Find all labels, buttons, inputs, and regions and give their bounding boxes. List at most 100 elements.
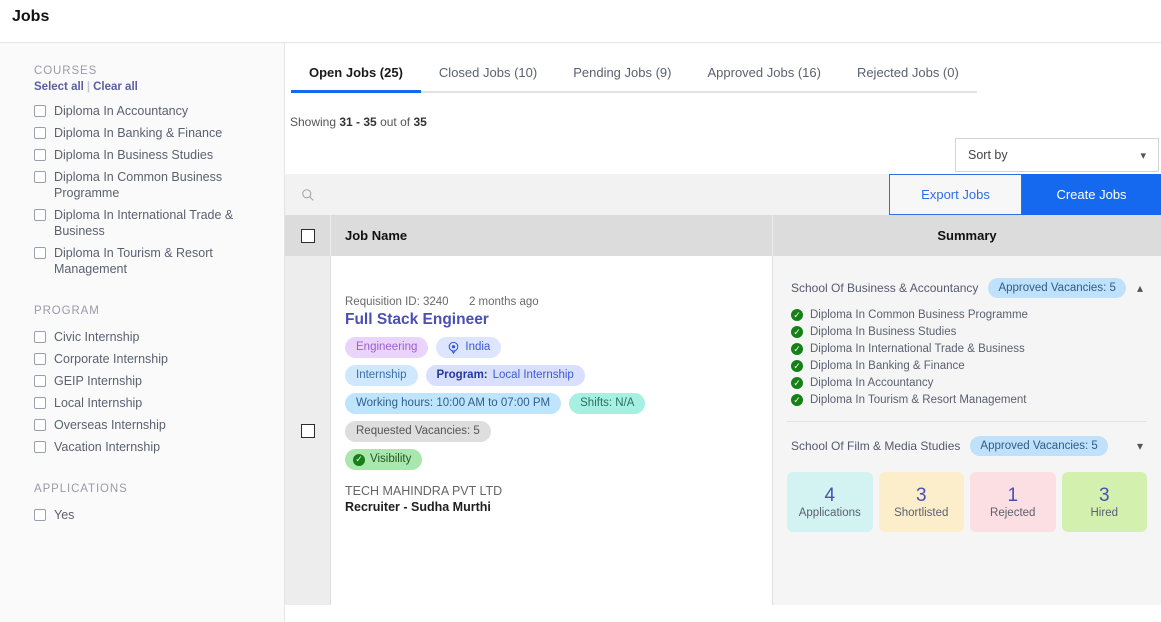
clear-all-link[interactable]: Clear all xyxy=(93,81,138,93)
tab-approved-jobs[interactable]: Approved Jobs (16) xyxy=(689,43,839,93)
filter-option[interactable]: Diploma In Common Business Programme xyxy=(34,169,249,201)
tag-row-5: ✓ Visibility xyxy=(345,449,772,470)
filter-option-label: Diploma In Accountancy xyxy=(54,104,189,118)
create-jobs-button[interactable]: Create Jobs xyxy=(1022,174,1161,215)
stat-shortlisted-value: 3 xyxy=(915,485,927,506)
checkbox-icon[interactable] xyxy=(34,171,46,183)
summary-school-name: School Of Business & Accountancy xyxy=(791,281,979,295)
filter-option-label: Diploma In Common Business Programme xyxy=(54,170,223,200)
link-separator: | xyxy=(86,81,91,93)
filter-option[interactable]: Corporate Internship xyxy=(34,351,249,367)
checkbox-icon[interactable] xyxy=(34,247,46,259)
check-circle-icon: ✓ xyxy=(791,326,803,338)
checkbox-icon[interactable] xyxy=(34,419,46,431)
checkbox-icon[interactable] xyxy=(34,209,46,221)
facet-applications-title: APPLICATIONS xyxy=(34,483,128,495)
stat-applications-value: 4 xyxy=(824,485,836,506)
facet-program-title: PROGRAM xyxy=(34,305,100,317)
search-input[interactable] xyxy=(324,187,795,202)
stat-rejected-label: Rejected xyxy=(990,507,1036,519)
tab-open-jobs[interactable]: Open Jobs (25) xyxy=(291,43,421,93)
chevron-up-icon[interactable]: ▴ xyxy=(1136,281,1143,295)
summary-course-item: ✓ Diploma In International Trade & Busin… xyxy=(791,343,1143,355)
approved-vacancies-badge: Approved Vacancies: 5 xyxy=(970,436,1108,456)
tag-program: Program: Local Internship xyxy=(425,365,585,386)
jobs-tabs: Open Jobs (25) Closed Jobs (10) Pending … xyxy=(285,43,1161,93)
stat-rejected-value: 1 xyxy=(1007,485,1019,506)
requisition-id: Requisition ID: 3240 xyxy=(345,296,449,308)
stat-shortlisted-label: Shortlisted xyxy=(894,507,949,519)
filter-option[interactable]: GEIP Internship xyxy=(34,373,249,389)
checkbox-icon[interactable] xyxy=(34,441,46,453)
row-select-cell[interactable] xyxy=(285,256,331,605)
select-all-header-cell[interactable] xyxy=(285,215,331,256)
checkbox-icon[interactable] xyxy=(34,353,46,365)
sort-by-select[interactable]: Sort by ▾ xyxy=(955,138,1159,172)
summary-course-item: ✓ Diploma In Business Studies xyxy=(791,326,1143,338)
filter-option[interactable]: Yes xyxy=(34,507,249,523)
job-title-link[interactable]: Full Stack Engineer xyxy=(345,311,489,328)
checkbox-icon[interactable] xyxy=(34,397,46,409)
check-circle-icon: ✓ xyxy=(791,343,803,355)
spacer xyxy=(34,283,284,305)
table-toolbar: Export Jobs Create Jobs xyxy=(285,174,1161,215)
summary-course-label: Diploma In Banking & Finance xyxy=(810,360,965,372)
sort-row: Sort by ▾ xyxy=(285,129,1161,172)
facet-applications: APPLICATIONS Yes xyxy=(34,483,284,523)
app-shell: COURSES Select all | Clear all Diploma In … xyxy=(0,42,1161,622)
checkbox-icon[interactable] xyxy=(34,127,46,139)
tag-job-type: Internship xyxy=(345,365,418,386)
sort-by-label: Sort by xyxy=(968,148,1008,162)
checkbox-icon[interactable] xyxy=(34,149,46,161)
page-header: Jobs xyxy=(0,0,1161,42)
filter-option[interactable]: Diploma In Banking & Finance xyxy=(34,125,249,141)
filter-option[interactable]: Civic Internship xyxy=(34,329,249,345)
filter-option[interactable]: Local Internship xyxy=(34,395,249,411)
tag-requested-vacancies: Requested Vacancies: 5 xyxy=(345,421,491,442)
summary-section-header[interactable]: School Of Business & Accountancy Approve… xyxy=(791,278,1143,298)
export-jobs-button[interactable]: Export Jobs xyxy=(889,174,1022,215)
checkbox-icon[interactable] xyxy=(34,105,46,117)
tab-pending-jobs[interactable]: Pending Jobs (9) xyxy=(555,43,690,93)
search-container[interactable] xyxy=(285,174,889,215)
filter-option-label: Yes xyxy=(54,508,75,522)
checkbox-icon[interactable] xyxy=(34,375,46,387)
tab-rejected-jobs[interactable]: Rejected Jobs (0) xyxy=(838,43,977,93)
tag-visibility: ✓ Visibility xyxy=(345,449,423,470)
summary-course-label: Diploma In Tourism & Resort Management xyxy=(810,394,1027,406)
filter-option-label: Corporate Internship xyxy=(54,352,168,366)
row-checkbox-icon[interactable] xyxy=(300,423,315,438)
filter-option-label: Civic Internship xyxy=(54,330,140,344)
tag-visibility-label: Visibility xyxy=(370,453,412,465)
checkbox-icon[interactable] xyxy=(34,509,46,521)
chevron-down-icon[interactable]: ▾ xyxy=(1136,439,1143,453)
filter-option[interactable]: Vacation Internship xyxy=(34,439,249,455)
summary-cell: School Of Business & Accountancy Approve… xyxy=(773,256,1161,605)
select-all-checkbox-icon[interactable] xyxy=(300,228,315,243)
summary-section-header[interactable]: School Of Film & Media Studies Approved … xyxy=(791,436,1143,456)
facet-courses-links: Select all | Clear all xyxy=(34,81,284,93)
column-header-job-name: Job Name xyxy=(331,215,773,256)
summary-course-label: Diploma In International Trade & Busines… xyxy=(810,343,1025,355)
checkbox-icon[interactable] xyxy=(34,331,46,343)
filter-option[interactable]: Diploma In International Trade & Busines… xyxy=(34,207,249,239)
summary-course-label: Diploma In Common Business Programme xyxy=(810,309,1028,321)
filter-option[interactable]: Diploma In Tourism & Resort Management xyxy=(34,245,249,277)
filter-option[interactable]: Diploma In Business Studies xyxy=(34,147,249,163)
filter-option-label: Diploma In Banking & Finance xyxy=(54,126,223,140)
select-all-link[interactable]: Select all xyxy=(34,81,84,93)
showing-prefix: Showing xyxy=(290,115,340,129)
filter-option-label: Diploma In Tourism & Resort Management xyxy=(54,246,213,276)
filter-option[interactable]: Diploma In Accountancy xyxy=(34,103,249,119)
tag-shifts: Shifts: N/A xyxy=(569,393,646,414)
filter-option-label: Local Internship xyxy=(54,396,143,410)
facet-courses: COURSES Select all | Clear all Diploma In … xyxy=(34,65,284,277)
filter-option[interactable]: Overseas Internship xyxy=(34,417,249,433)
filter-option-label: Diploma In International Trade & Busines… xyxy=(54,208,234,238)
check-circle-icon: ✓ xyxy=(791,309,803,321)
location-pin-icon xyxy=(449,341,459,354)
showing-range: 31 - 35 xyxy=(339,115,377,129)
chevron-down-icon: ▾ xyxy=(1140,149,1146,162)
showing-middle: out of xyxy=(376,115,414,129)
tab-closed-jobs[interactable]: Closed Jobs (10) xyxy=(420,43,556,93)
